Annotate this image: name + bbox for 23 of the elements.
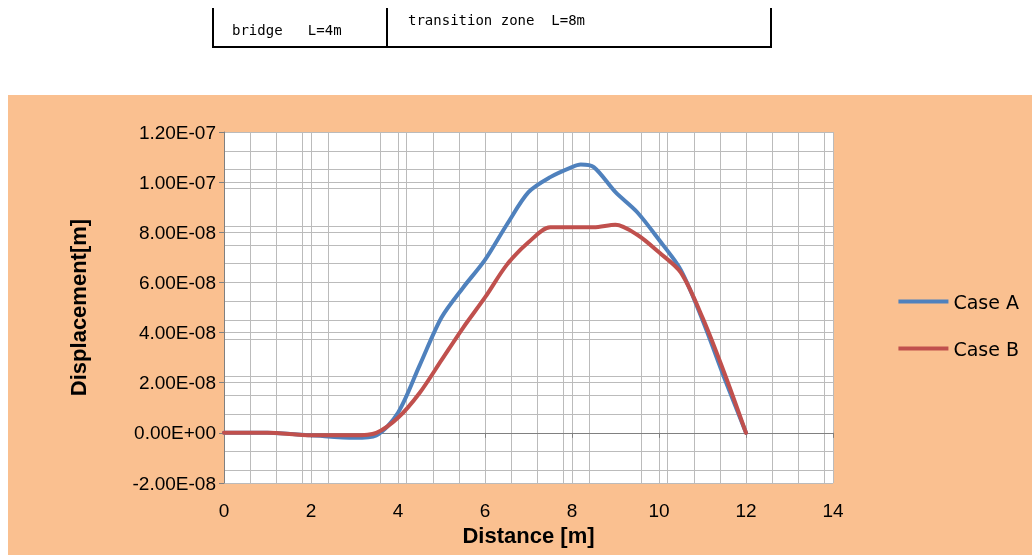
- x-axis-title: Distance [m]: [462, 523, 595, 549]
- y-tick-label: 1.00E-07: [138, 171, 216, 193]
- x-tick-label: 2: [305, 500, 317, 521]
- x-tick-label: 14: [822, 500, 844, 521]
- x-tick-label: 6: [479, 500, 491, 521]
- y-axis-title: Displacement[m]: [65, 218, 91, 397]
- y-tick-label: 1.20E-07: [138, 121, 216, 143]
- legend-label: Case B: [953, 337, 1020, 360]
- y-tick-label: 6.00E-08: [138, 271, 216, 293]
- y-tick-label: 4.00E-08: [138, 322, 216, 344]
- line-series: [222, 222, 748, 438]
- x-tick-label: 8: [566, 500, 578, 521]
- text: transition zone L=8m: [386, 8, 770, 46]
- x-tick-label: 0: [218, 500, 230, 521]
- x-tick-label: 10: [648, 500, 670, 521]
- text: bridge L=4m: [231, 21, 343, 40]
- legend-label: Case A: [953, 290, 1019, 313]
- x-tick-label: 4: [392, 500, 404, 521]
- y-tick-label: 2.00E-08: [138, 372, 216, 394]
- y-tick-label: 0.00E+00: [134, 422, 216, 444]
- y-tick-label: 8.00E-08: [138, 221, 216, 243]
- x-tick-label: 12: [735, 500, 757, 521]
- y-tick-label: -2.00E-08: [132, 472, 216, 494]
